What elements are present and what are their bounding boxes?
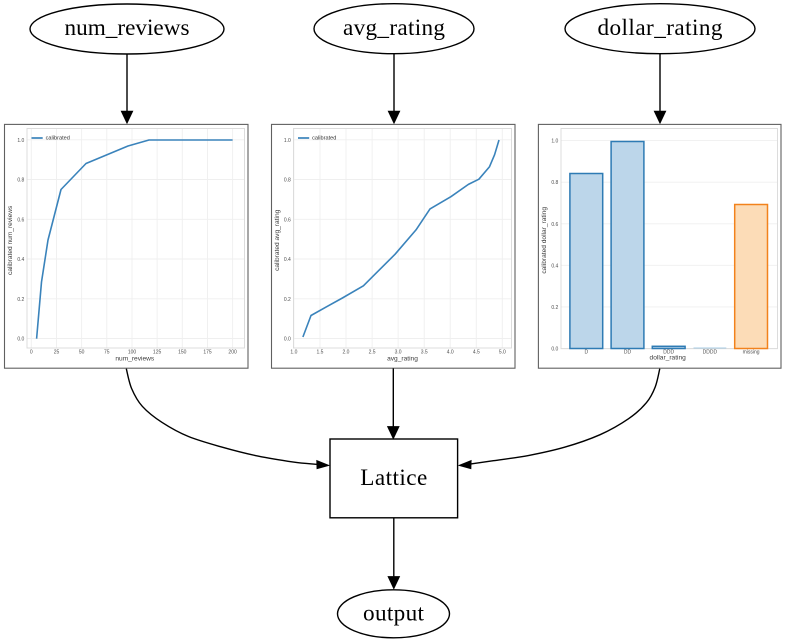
svg-text:0.6: 0.6 xyxy=(284,217,291,223)
svg-text:3.0: 3.0 xyxy=(395,350,402,356)
svg-text:DDDD: DDDD xyxy=(703,350,718,356)
svg-text:1.0: 1.0 xyxy=(551,139,558,145)
svg-text:100: 100 xyxy=(128,350,137,356)
svg-text:calibrated: calibrated xyxy=(46,136,70,142)
svg-text:missing: missing xyxy=(743,350,760,356)
svg-text:0.8: 0.8 xyxy=(551,180,558,186)
svg-text:0.8: 0.8 xyxy=(17,178,24,184)
svg-text:0.2: 0.2 xyxy=(17,297,24,303)
svg-text:D: D xyxy=(584,350,588,356)
svg-text:0: 0 xyxy=(30,350,33,356)
svg-text:avg_rating: avg_rating xyxy=(387,355,418,362)
svg-text:2.5: 2.5 xyxy=(369,350,376,356)
svg-text:0.8: 0.8 xyxy=(284,178,291,184)
svg-text:calibrated avg_rating: calibrated avg_rating xyxy=(274,209,281,271)
svg-text:1.0: 1.0 xyxy=(17,138,24,144)
svg-text:Lattice: Lattice xyxy=(360,465,427,491)
svg-text:175: 175 xyxy=(203,350,212,356)
svg-text:0.6: 0.6 xyxy=(17,217,24,223)
svg-text:125: 125 xyxy=(153,350,162,356)
svg-text:0.4: 0.4 xyxy=(17,257,24,263)
svg-text:DDD: DDD xyxy=(663,350,674,356)
svg-text:1.0: 1.0 xyxy=(284,138,291,144)
svg-text:dollar_rating: dollar_rating xyxy=(650,354,687,361)
svg-text:0.0: 0.0 xyxy=(551,347,558,353)
svg-text:num_reviews: num_reviews xyxy=(65,15,190,41)
svg-text:150: 150 xyxy=(178,350,187,356)
svg-text:200: 200 xyxy=(228,350,237,356)
svg-text:calibrated: calibrated xyxy=(312,136,336,142)
svg-text:0.4: 0.4 xyxy=(551,263,558,269)
svg-text:50: 50 xyxy=(79,350,85,356)
svg-text:4.0: 4.0 xyxy=(447,350,454,356)
svg-text:calibrated dollar_rating: calibrated dollar_rating xyxy=(541,207,548,274)
svg-text:0.6: 0.6 xyxy=(551,222,558,228)
svg-text:0.0: 0.0 xyxy=(17,337,24,343)
svg-text:0.0: 0.0 xyxy=(284,337,291,343)
svg-text:2.0: 2.0 xyxy=(343,350,350,356)
svg-text:1.0: 1.0 xyxy=(290,350,297,356)
svg-text:0.4: 0.4 xyxy=(284,257,291,263)
svg-text:25: 25 xyxy=(54,350,60,356)
svg-text:1.5: 1.5 xyxy=(317,350,324,356)
svg-text:75: 75 xyxy=(104,350,110,356)
svg-text:0.2: 0.2 xyxy=(284,297,291,303)
svg-text:5.0: 5.0 xyxy=(499,350,506,356)
svg-text:num_reviews: num_reviews xyxy=(115,355,155,362)
svg-text:3.5: 3.5 xyxy=(421,350,428,356)
svg-text:DD: DD xyxy=(624,350,632,356)
svg-text:avg_rating: avg_rating xyxy=(343,15,445,41)
svg-text:0.2: 0.2 xyxy=(551,305,558,311)
svg-text:output: output xyxy=(363,600,425,626)
svg-text:dollar_rating: dollar_rating xyxy=(598,15,723,41)
svg-text:calibrated num_reviews: calibrated num_reviews xyxy=(7,205,14,275)
svg-text:4.5: 4.5 xyxy=(473,350,480,356)
